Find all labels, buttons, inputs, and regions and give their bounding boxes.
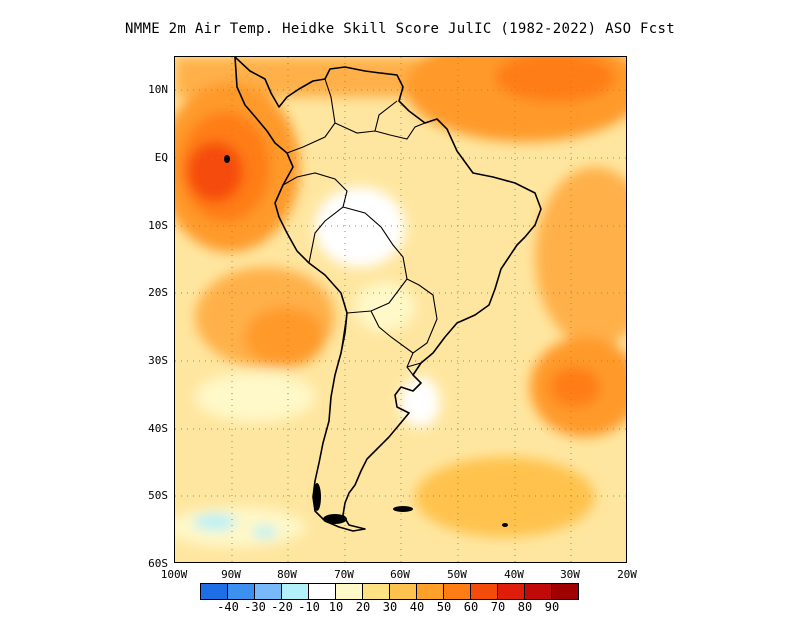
lat-label-30s: 30S <box>148 354 168 367</box>
lat-label-20s: 20S <box>148 286 168 299</box>
colorbar-cell <box>551 583 579 600</box>
colorbar-cell <box>308 583 336 600</box>
lon-label-80w: 80W <box>277 568 297 581</box>
colorbar-cell <box>227 583 255 600</box>
colorbar-cell <box>200 583 228 600</box>
colorbar-label: 70 <box>490 600 506 614</box>
map-title: NMME 2m Air Temp. Heidke Skill Score Jul… <box>125 21 675 37</box>
islands <box>224 155 508 527</box>
lat-label-50s: 50S <box>148 489 168 502</box>
continent-outline <box>234 57 542 532</box>
colorbar-label: 80 <box>517 600 533 614</box>
colorbar-label: -40 <box>217 600 239 614</box>
country-borders <box>282 78 438 376</box>
colorbar-label: -10 <box>298 600 320 614</box>
colorbar-label: -20 <box>271 600 293 614</box>
skill-score-map <box>175 57 626 562</box>
colorbar-label: 30 <box>382 600 398 614</box>
lon-label-60w: 60W <box>390 568 410 581</box>
colorbar-label: 40 <box>409 600 425 614</box>
colorbar-label: 10 <box>328 600 344 614</box>
colorbar-cell <box>443 583 471 600</box>
lat-label-40s: 40S <box>148 422 168 435</box>
colorbar-label: 60 <box>463 600 479 614</box>
colorbar-cell <box>416 583 444 600</box>
skill-field <box>175 57 626 547</box>
lat-label-eq: EQ <box>154 151 168 164</box>
lon-label-100w: 100W <box>160 568 188 581</box>
lon-label-70w: 70W <box>334 568 354 581</box>
colorbar <box>200 583 579 600</box>
colorbar-label: -30 <box>244 600 266 614</box>
lat-label-10n: 10N <box>148 83 168 96</box>
colorbar-cell <box>254 583 282 600</box>
lat-label-60s: 60S <box>148 557 168 570</box>
colorbar-cell <box>524 583 552 600</box>
colorbar-cell <box>362 583 390 600</box>
lon-label-40w: 40W <box>504 568 524 581</box>
colorbar-label: 50 <box>436 600 452 614</box>
colorbar-cell <box>497 583 525 600</box>
lon-label-30w: 30W <box>560 568 580 581</box>
colorbar-cell <box>335 583 363 600</box>
colorbar-cell <box>470 583 498 600</box>
lon-label-20w: 20W <box>617 568 637 581</box>
graticule <box>175 57 626 562</box>
lat-label-10s: 10S <box>148 219 168 232</box>
lon-label-90w: 90W <box>221 568 241 581</box>
lon-label-50w: 50W <box>447 568 467 581</box>
map-panel <box>174 56 627 563</box>
colorbar-label: 20 <box>355 600 371 614</box>
colorbar-cell <box>281 583 309 600</box>
colorbar-label: 90 <box>544 600 560 614</box>
colorbar-cell <box>389 583 417 600</box>
